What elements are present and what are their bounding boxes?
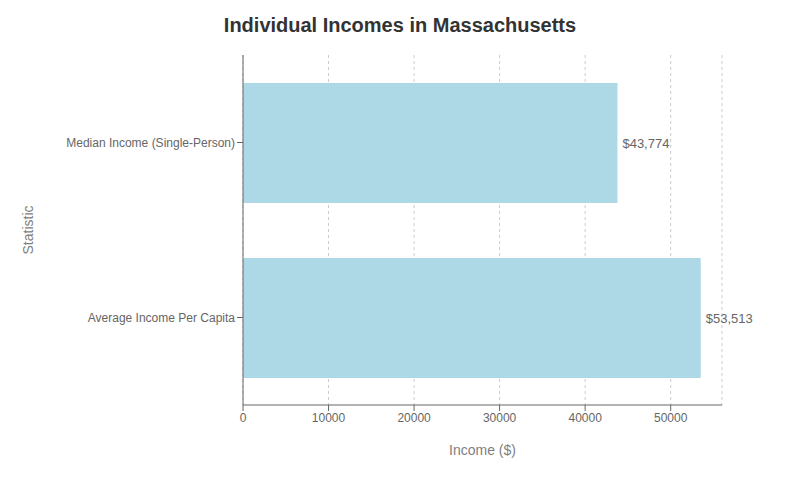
svg-text:20000: 20000 (397, 411, 431, 425)
svg-text:0: 0 (240, 411, 247, 425)
svg-text:$53,513: $53,513 (706, 311, 753, 326)
svg-text:Median Income (Single-Person): Median Income (Single-Person) (66, 136, 235, 150)
svg-text:30000: 30000 (483, 411, 517, 425)
svg-text:$43,774: $43,774 (622, 136, 669, 151)
svg-text:Statistic: Statistic (20, 205, 36, 254)
svg-text:50000: 50000 (654, 411, 688, 425)
svg-text:Average Income Per Capita: Average Income Per Capita (88, 311, 236, 325)
svg-text:40000: 40000 (568, 411, 602, 425)
html-text:Individual Incomes in Massachu: Individual Incomes in Massachusetts (223, 14, 577, 36)
svg-text:10000: 10000 (312, 411, 346, 425)
svg-text:Income ($): Income ($) (449, 442, 516, 458)
